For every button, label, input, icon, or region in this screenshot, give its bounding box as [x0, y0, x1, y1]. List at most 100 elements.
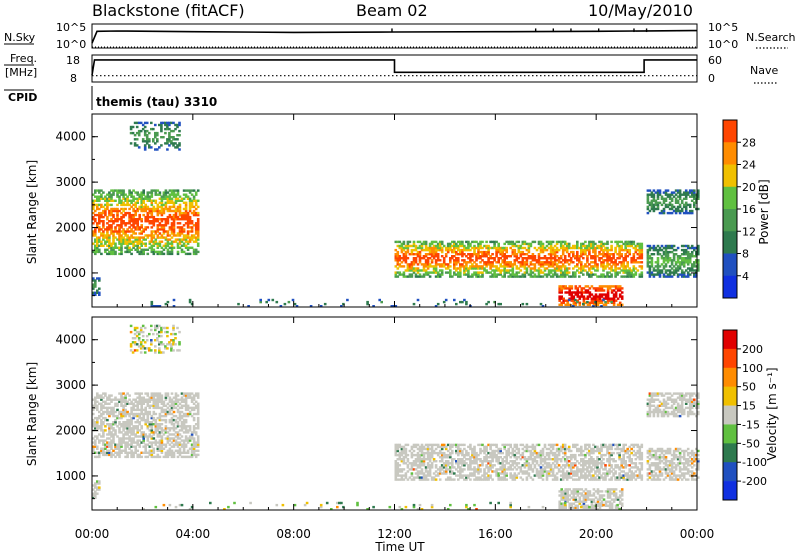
scatter-cell	[598, 257, 601, 260]
scatter-cell	[680, 248, 684, 252]
scatter-cell	[96, 277, 99, 280]
scatter-cell	[194, 404, 198, 407]
scatter-cell	[170, 201, 174, 204]
scatter-cell	[120, 220, 123, 223]
scatter-cell	[416, 250, 420, 254]
scatter-cell	[626, 250, 629, 254]
scatter-cell	[461, 259, 464, 262]
scatter-cell	[564, 291, 567, 294]
scatter-cell	[438, 248, 442, 252]
scatter-cell	[668, 271, 672, 274]
scatter-cell	[158, 435, 162, 438]
scatter-cell	[138, 394, 141, 397]
scatter-cell	[553, 273, 557, 276]
scatter-cell	[600, 261, 603, 264]
scatter-cell	[517, 261, 521, 264]
scatter-cell	[461, 242, 464, 246]
scatter-cell	[184, 240, 188, 243]
scatter-cell	[430, 261, 434, 264]
scatter-cell	[436, 253, 440, 256]
scatter-cell	[94, 250, 97, 254]
scatter-cell	[610, 246, 613, 250]
noise-spikes	[391, 28, 648, 33]
scatter-cell	[422, 453, 426, 457]
scatter-cell	[168, 410, 172, 414]
scatter-cell	[469, 255, 472, 258]
scatter-cell	[400, 474, 404, 477]
scatter-cell	[451, 451, 454, 455]
scatter-cell	[118, 412, 121, 416]
scatter-cell	[168, 144, 171, 147]
scatter-cell	[473, 451, 476, 455]
scatter-cell	[666, 193, 670, 196]
scatter-cell	[267, 298, 271, 302]
scatter-cell	[164, 347, 167, 350]
scatter-cell	[420, 468, 424, 471]
scatter-cell	[424, 451, 428, 455]
scatter-cell	[164, 193, 168, 196]
scatter-cell	[539, 265, 543, 268]
scatter-cell	[130, 234, 133, 237]
scatter-cell	[463, 269, 466, 272]
scatter-cell	[130, 205, 133, 209]
scatter-cell	[124, 410, 127, 414]
scatter-cell	[142, 431, 145, 434]
scatter-cell	[190, 437, 194, 440]
scatter-cell	[150, 215, 154, 219]
scatter-cell	[416, 263, 420, 266]
scatter-cell	[511, 271, 515, 274]
scatter-cell	[680, 271, 684, 274]
scatter-cell	[626, 261, 629, 264]
scatter-cell	[182, 400, 186, 403]
scatter-cell	[174, 234, 178, 237]
scatter-cell	[396, 257, 400, 260]
scatter-cell	[493, 242, 496, 246]
scatter-cell	[184, 421, 188, 424]
scatter-cell	[144, 392, 147, 395]
scatter-cell	[680, 273, 684, 276]
scatter-cell	[154, 406, 158, 410]
scatter-cell	[451, 460, 454, 463]
scatter-cell	[100, 195, 103, 198]
scatter-cell	[156, 416, 160, 420]
scatter-cell	[638, 248, 642, 252]
scatter-cell	[116, 211, 119, 215]
scatter-cell	[133, 138, 137, 141]
scatter-cell	[96, 236, 99, 239]
scatter-cell	[684, 248, 688, 252]
scatter-cell	[632, 267, 636, 270]
scatter-cell	[100, 404, 103, 407]
scatter-cell	[547, 271, 551, 274]
scatter-cell	[697, 207, 700, 211]
scatter-cell	[164, 414, 168, 418]
scatter-cell	[565, 248, 569, 252]
scatter-cell	[140, 236, 143, 239]
scatter-cell	[92, 293, 95, 296]
scatter-cell	[98, 425, 101, 428]
scatter-cell	[126, 418, 129, 422]
scatter-cell	[670, 205, 674, 209]
scatter-cell	[182, 439, 186, 442]
scatter-cell	[422, 240, 426, 244]
scatter-cell	[106, 232, 109, 235]
scatter-cell	[100, 197, 103, 200]
scatter-cell	[162, 351, 165, 354]
scatter-cell	[166, 252, 170, 256]
scatter-cell	[100, 412, 103, 416]
scatter-cell	[182, 425, 186, 428]
scatter-cell	[678, 209, 682, 213]
scatter-cell	[676, 261, 680, 264]
scatter-cell	[449, 470, 452, 473]
scatter-cell	[414, 476, 418, 479]
scatter-cell	[682, 205, 686, 209]
scatter-cell	[176, 138, 179, 141]
scatter-cell	[152, 140, 155, 143]
scatter-cell	[501, 248, 504, 252]
scatter-cell	[156, 236, 160, 239]
scatter-cell	[479, 443, 482, 447]
scatter-cell	[128, 230, 131, 233]
scatter-cell	[444, 472, 448, 475]
scatter-cell	[106, 406, 109, 410]
scatter-cell	[178, 148, 181, 151]
scatter-cell	[626, 273, 629, 276]
